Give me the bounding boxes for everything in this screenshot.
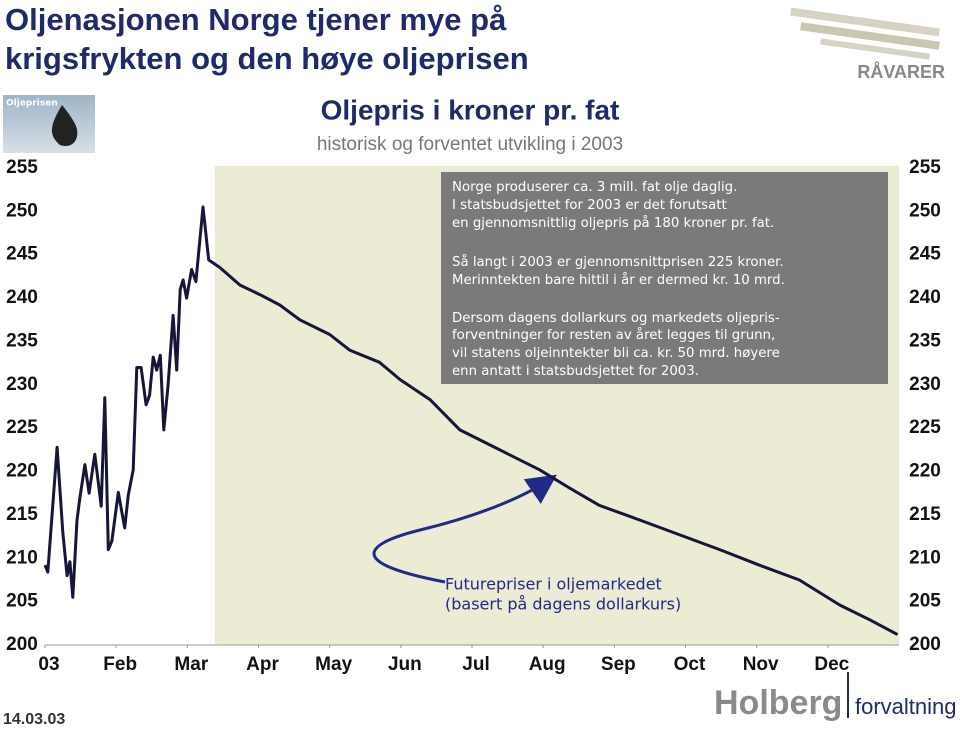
y-tick-label: 250 xyxy=(6,200,38,221)
y-tick-label: 255 xyxy=(6,157,38,178)
y2-tick-label: 220 xyxy=(909,461,941,482)
x-tick-label: Feb xyxy=(103,654,137,675)
callout-arrow xyxy=(372,474,557,584)
brand-logo xyxy=(790,7,940,60)
y2-tick-label: 230 xyxy=(909,374,941,395)
y-tick-label: 240 xyxy=(6,287,38,308)
annotation-line: forventninger for resten av året legges … xyxy=(452,326,775,343)
brand-name: forvaltning xyxy=(855,694,957,719)
x-tick-label: Apr xyxy=(246,654,279,675)
y2-tick-label: 245 xyxy=(909,244,941,265)
callout-text: Futurepriser i oljemarkedet xyxy=(445,575,662,594)
y-tick-label: 205 xyxy=(6,591,38,612)
y-tick-label: 230 xyxy=(6,374,38,395)
x-tick-label: 03 xyxy=(38,654,59,675)
x-tick-label: Oct xyxy=(674,654,706,675)
y-tick-label: 245 xyxy=(6,244,38,265)
y2-tick-label: 240 xyxy=(909,287,941,308)
image-label: Oljeprisen xyxy=(6,99,58,109)
x-tick-label: Nov xyxy=(743,654,779,675)
price-line xyxy=(43,205,899,636)
callout-text: (basert på dagens dollarkurs) xyxy=(445,595,681,614)
annotation-box xyxy=(441,172,888,384)
title-line: krigsfrykten og den høye oljeprisen xyxy=(5,41,529,76)
x-tick-label: Sep xyxy=(601,654,636,675)
y-tick-label: 200 xyxy=(6,634,38,655)
annotation-line: Dersom dagens dollarkurs og markedets ol… xyxy=(452,311,780,326)
chart-title: Oljepris i kroner pr. fat xyxy=(321,94,620,125)
y2-tick-label: 205 xyxy=(909,591,941,612)
y-tick-label: 235 xyxy=(6,330,38,351)
y-tick-label: 220 xyxy=(6,461,38,482)
annotation-line: Så langt i 2003 er gjennomsnittprisen 22… xyxy=(452,253,784,270)
chart-subtitle: historisk og forventet utvikling i 2003 xyxy=(317,134,623,155)
oil-image xyxy=(3,95,95,153)
annotation-line: I statsbudsjettet for 2003 er det foruts… xyxy=(452,198,727,213)
y2-tick-label: 235 xyxy=(909,330,941,351)
x-tick-label: Aug xyxy=(529,654,566,675)
brand-text: RÅVARER xyxy=(857,62,945,82)
y2-tick-label: 200 xyxy=(909,634,941,655)
annotation-line: Norge produserer ca. 3 mill. fat olje da… xyxy=(452,180,737,195)
annotation-line: vil statens oljeinntekter bli ca. kr. 50… xyxy=(452,346,780,361)
annotation-line: Merinntekten bare hittil i år er dermed … xyxy=(452,271,785,288)
y-tick-label: 210 xyxy=(6,547,38,568)
x-tick-label: Jun xyxy=(388,654,422,675)
annotation-line: en gjennomsnittlig oljepris på 180 krone… xyxy=(452,214,774,231)
y-tick-label: 215 xyxy=(6,504,38,525)
annotation-line: enn antatt i statsbudsjettet for 2003. xyxy=(452,364,699,379)
x-tick-label: Mar xyxy=(174,654,208,675)
y2-tick-label: 215 xyxy=(909,504,941,525)
y2-tick-label: 210 xyxy=(909,547,941,568)
x-tick-label: Jul xyxy=(462,654,489,675)
y2-tick-label: 255 xyxy=(909,157,941,178)
y2-tick-label: 225 xyxy=(909,417,941,438)
title-line: Oljenasjonen Norge tjener mye på xyxy=(5,2,507,37)
y2-tick-label: 250 xyxy=(909,200,941,221)
x-tick-label: Dec xyxy=(814,654,849,675)
date: 14.03.03 xyxy=(3,711,65,728)
y-tick-label: 225 xyxy=(6,417,38,438)
x-tick-label: May xyxy=(315,654,352,675)
brand-name: Holberg xyxy=(714,684,842,722)
